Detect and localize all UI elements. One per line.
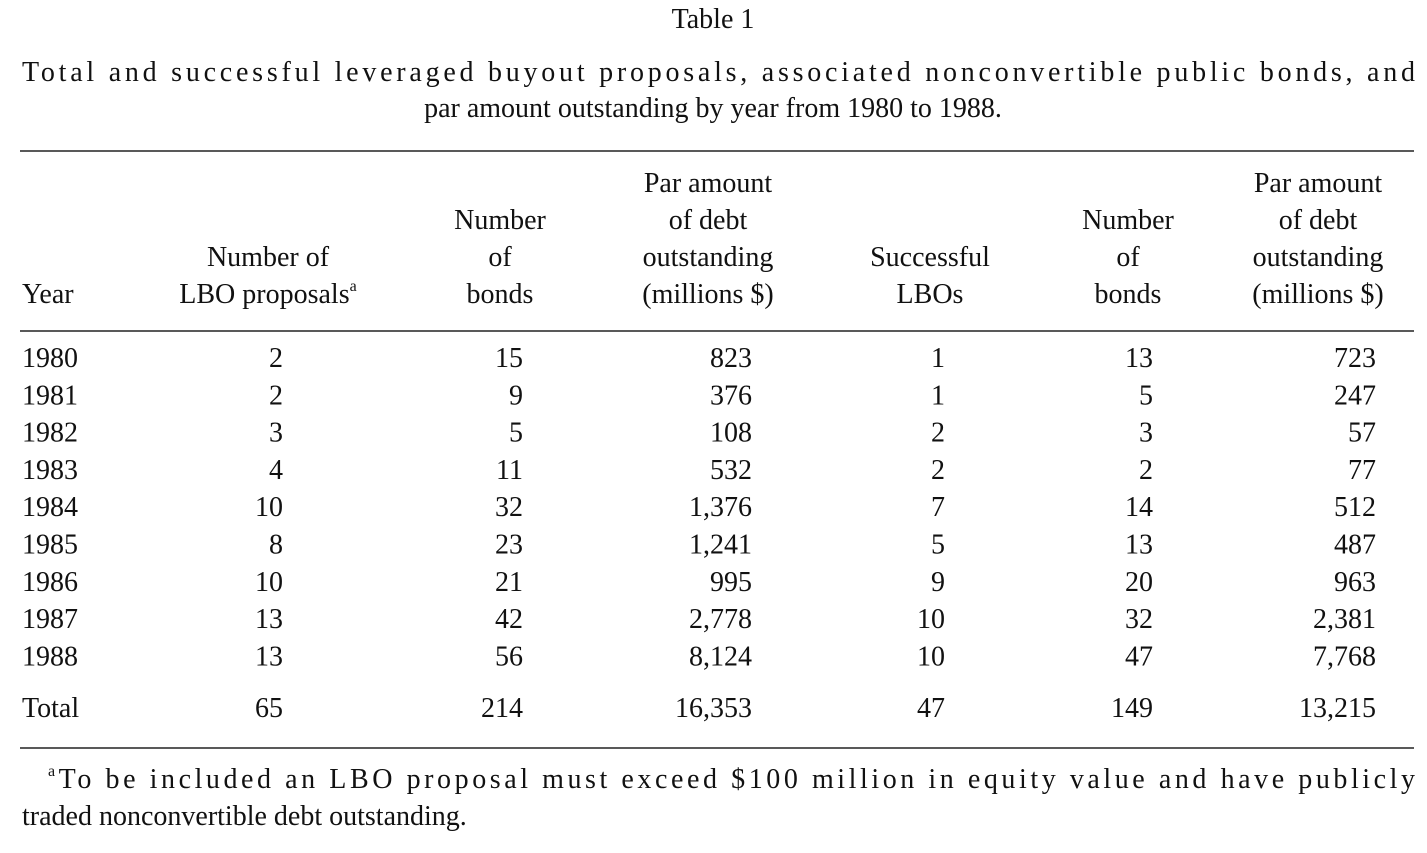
cell: 9 (931, 567, 945, 598)
column-header: of debt (669, 205, 748, 236)
cell: 20 (1125, 567, 1153, 598)
cell: 47 (1125, 641, 1153, 672)
column-header: Number (454, 205, 546, 236)
cell: 32 (1125, 604, 1153, 635)
total-label: Total (22, 693, 79, 724)
cell: 13 (255, 641, 283, 672)
column-header: Par amount (1254, 168, 1383, 199)
cell: 32 (495, 492, 523, 523)
cell: 77 (1348, 455, 1376, 486)
column-header: Number of (207, 242, 330, 273)
cell: 13 (1125, 343, 1153, 374)
row-year: 1981 (22, 380, 78, 411)
cell: 963 (1334, 567, 1376, 598)
cell: 8 (269, 530, 283, 561)
cell: 2 (931, 455, 945, 486)
cell: 2 (931, 418, 945, 449)
cell: 1,241 (689, 530, 752, 561)
column-header: outstanding (1253, 242, 1384, 273)
cell: 4 (269, 455, 283, 486)
row-year: 1983 (22, 455, 78, 486)
cell: 5 (1139, 380, 1153, 411)
cell: 14 (1125, 492, 1153, 523)
cell: 15 (495, 343, 523, 374)
footnote-text: To be included an LBO proposal must exce… (59, 764, 1415, 795)
cell: 1,376 (689, 492, 752, 523)
total-cell: 47 (917, 693, 945, 724)
cell: 108 (710, 418, 752, 449)
cell: 10 (917, 604, 945, 635)
cell: 995 (710, 567, 752, 598)
footnote-marker: a (48, 763, 55, 780)
cell: 3 (269, 418, 283, 449)
row-year: 1986 (22, 567, 78, 598)
cell: 13 (255, 604, 283, 635)
cell: 42 (495, 604, 523, 635)
cell: 1 (931, 380, 945, 411)
column-header: (millions $) (1252, 279, 1383, 310)
column-header: Number (1082, 205, 1174, 236)
column-header: Successful (870, 242, 990, 273)
column-header: of (1116, 242, 1140, 273)
cell: 7,768 (1313, 641, 1376, 672)
cell: 2,778 (689, 604, 752, 635)
cell: 376 (710, 380, 752, 411)
cell: 8,124 (689, 641, 752, 672)
cell: 13 (1125, 530, 1153, 561)
cell: 2,381 (1313, 604, 1376, 635)
row-year: 1985 (22, 530, 78, 561)
cell: 7 (931, 492, 945, 523)
cell: 487 (1334, 530, 1376, 561)
cell: 1 (931, 343, 945, 374)
cell: 723 (1334, 343, 1376, 374)
row-year: 1984 (22, 492, 78, 523)
cell: 2 (269, 380, 283, 411)
title: Table 1 (672, 4, 755, 35)
total-cell: 149 (1111, 693, 1153, 724)
cell: 10 (917, 641, 945, 672)
cell: 10 (255, 492, 283, 523)
cell: 57 (1348, 418, 1376, 449)
column-header: outstanding (643, 242, 774, 273)
cell: 10 (255, 567, 283, 598)
cell: 9 (509, 380, 523, 411)
cell: 3 (1139, 418, 1153, 449)
cell: 56 (495, 641, 523, 672)
cell: 823 (710, 343, 752, 374)
column-header: Par amount (644, 168, 773, 199)
cell: 2 (269, 343, 283, 374)
total-cell: 16,353 (675, 693, 752, 724)
column-header: of debt (1279, 205, 1358, 236)
total-cell: 65 (255, 693, 283, 724)
cell: 512 (1334, 492, 1376, 523)
column-header: LBOs (897, 279, 964, 310)
cell: 21 (495, 567, 523, 598)
column-header: Year (22, 279, 74, 310)
caption-line: Total and successful leveraged buyout pr… (22, 57, 1415, 88)
cell: 23 (495, 530, 523, 561)
cell: 532 (710, 455, 752, 486)
row-year: 1987 (22, 604, 78, 635)
total-cell: 214 (481, 693, 523, 724)
column-header-line: LBO proposals (179, 279, 349, 310)
cell: 5 (509, 418, 523, 449)
column-header: bonds (467, 279, 534, 310)
cell: 5 (931, 530, 945, 561)
row-year: 1980 (22, 343, 78, 374)
footnote-line: a To be included an LBO proposal must exc… (48, 763, 1415, 795)
caption-line: par amount outstanding by year from 1980… (424, 93, 1002, 124)
column-header: of (488, 242, 512, 273)
column-header: bonds (1095, 279, 1162, 310)
footnote-marker: a (350, 278, 357, 295)
footnote-line: traded nonconvertible debt outstanding. (22, 801, 467, 832)
cell: 2 (1139, 455, 1153, 486)
cell: 247 (1334, 380, 1376, 411)
column-header: (millions $) (642, 279, 773, 310)
cell: 11 (496, 455, 523, 486)
row-year: 1982 (22, 418, 78, 449)
row-year: 1988 (22, 641, 78, 672)
column-header: LBO proposalsa (179, 278, 356, 310)
total-cell: 13,215 (1299, 693, 1376, 724)
